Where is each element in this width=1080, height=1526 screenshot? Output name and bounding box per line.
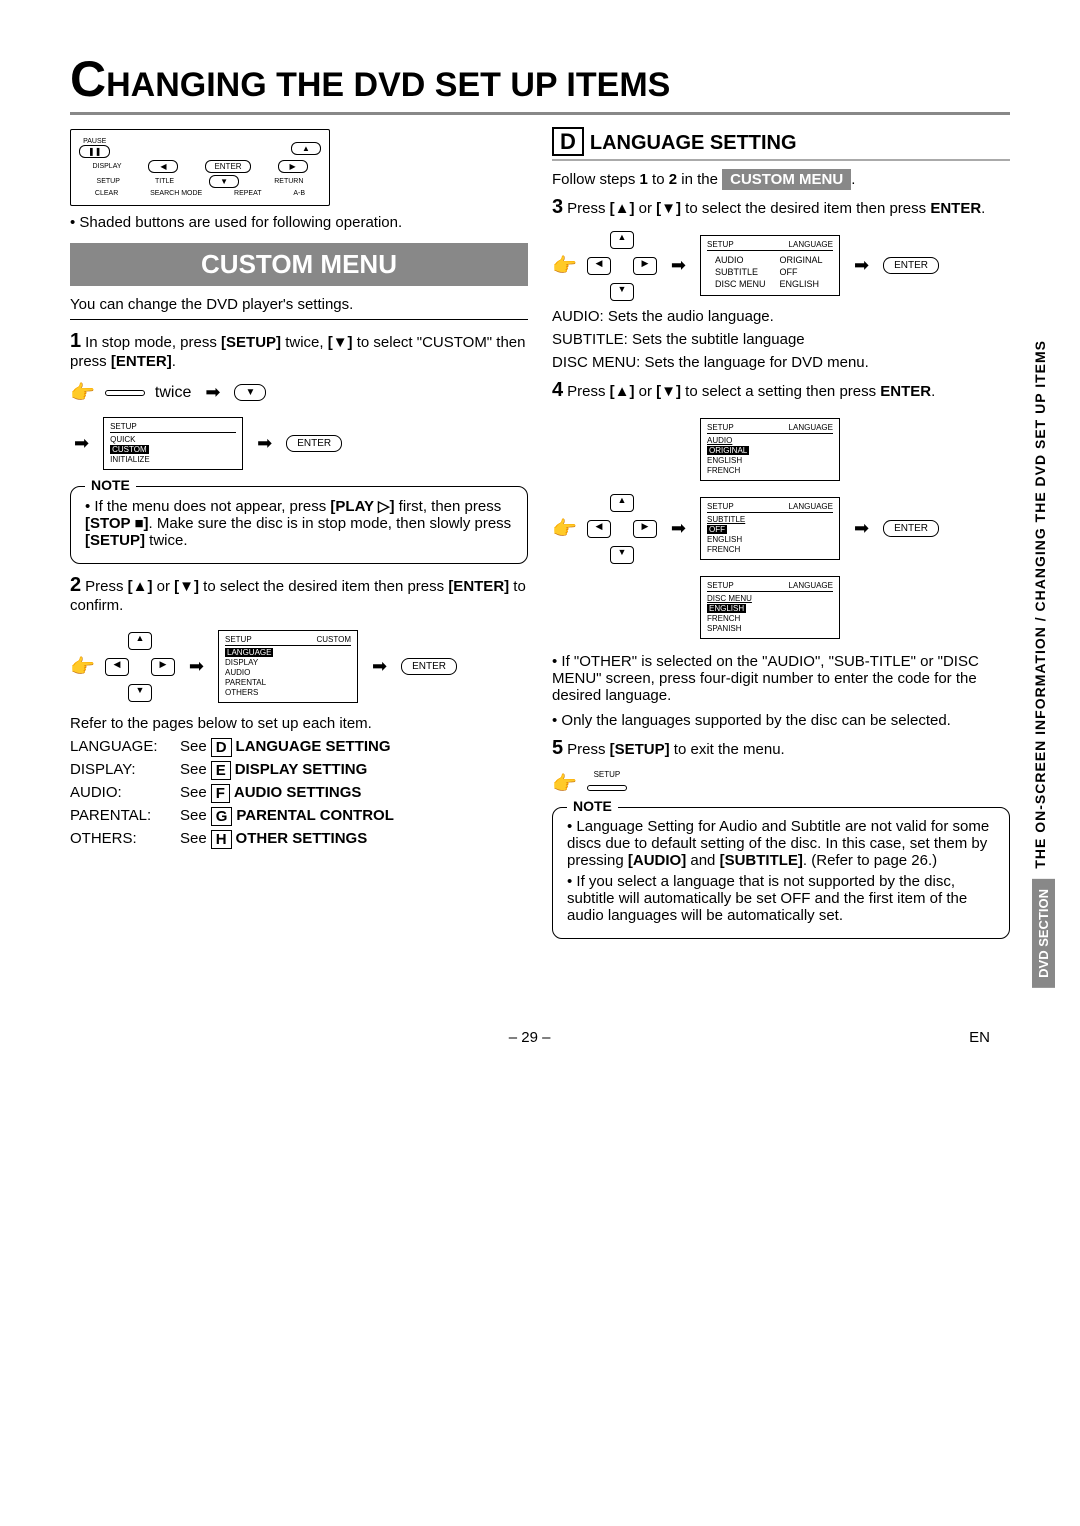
page-title: CHANGING THE DVD SET UP ITEMS: [70, 50, 1010, 115]
ref-language: LANGUAGE:SeeDLANGUAGE SETTING: [70, 738, 528, 757]
enter-button: ENTER: [286, 435, 342, 452]
step-2: 2Press [▲] or [▼] to select the desired …: [70, 574, 528, 614]
ref-others: OTHERS:SeeHOTHER SETTINGS: [70, 830, 528, 849]
setup-button: [105, 390, 145, 396]
step-5: 5Press [SETUP] to exit the menu.: [552, 737, 1010, 760]
dpad-icon: ▲▼◀▶: [587, 494, 657, 564]
step-4: 4Press [▲] or [▼] to select a setting th…: [552, 379, 1010, 402]
note-1: NOTE If the menu does not appear, press …: [70, 486, 528, 564]
osd-subtitle: SETUPLANGUAGE SUBTITLE OFF ENGLISHFRENCH: [700, 497, 840, 560]
ref-audio: AUDIO:SeeFAUDIO SETTINGS: [70, 784, 528, 803]
shaded-note: Shaded buttons are used for following op…: [70, 214, 528, 231]
dpad-icon: ▲▼◀▶: [587, 231, 657, 301]
page-footer: – 29 – EN: [70, 1029, 1010, 1046]
setup-button: [587, 785, 627, 791]
osd-setup: SETUP QUICK CUSTOM INITIALIZE: [103, 417, 243, 470]
hand-icon: 👉: [552, 253, 577, 278]
hand-icon: 👉: [70, 654, 95, 679]
osd-discmenu: SETUPLANGUAGE DISC MENU ENGLISH FRENCHSP…: [700, 576, 840, 639]
hand-icon: 👉: [70, 380, 95, 405]
ref-display: DISPLAY:SeeEDISPLAY SETTING: [70, 761, 528, 780]
osd-language: SETUPLANGUAGE AUDIOORIGINAL SUBTITLEOFF …: [700, 235, 840, 296]
custom-menu-intro: You can change the DVD player's settings…: [70, 296, 528, 313]
step-3: 3Press [▲] or [▼] to select the desired …: [552, 196, 1010, 219]
step-1: 1In stop mode, press [SETUP] twice, [▼] …: [70, 330, 528, 370]
enter-button: ENTER: [883, 520, 939, 537]
hand-icon: 👉: [552, 771, 577, 796]
osd-custom: SETUPCUSTOM LANGUAGE DISPLAY AUDIO PAREN…: [218, 630, 358, 703]
follow-steps: Follow steps 1 to 2 in the CUSTOM MENU.: [552, 171, 1010, 188]
custom-menu-heading: CUSTOM MENU: [70, 243, 528, 286]
section-d-header: DLANGUAGE SETTING: [552, 129, 1010, 161]
sidebar: THE ON-SCREEN INFORMATION / CHANGING THE…: [1032, 340, 1062, 987]
enter-button: ENTER: [883, 257, 939, 274]
enter-button: ENTER: [401, 658, 457, 675]
ref-parental: PARENTAL:SeeGPARENTAL CONTROL: [70, 807, 528, 826]
note-2: NOTE Language Setting for Audio and Subt…: [552, 807, 1010, 939]
dpad-icon: ▲▼◀▶: [105, 632, 175, 702]
down-button: ▼: [234, 384, 266, 401]
osd-audio: SETUPLANGUAGE AUDIO ORIGINAL ENGLISHFREN…: [700, 418, 840, 481]
hand-icon: 👉: [552, 516, 577, 541]
remote-diagram: PAUSE❚❚ ▲ DISPLAY ◀ ENTER ▶ SETUP TITLE …: [70, 129, 330, 206]
